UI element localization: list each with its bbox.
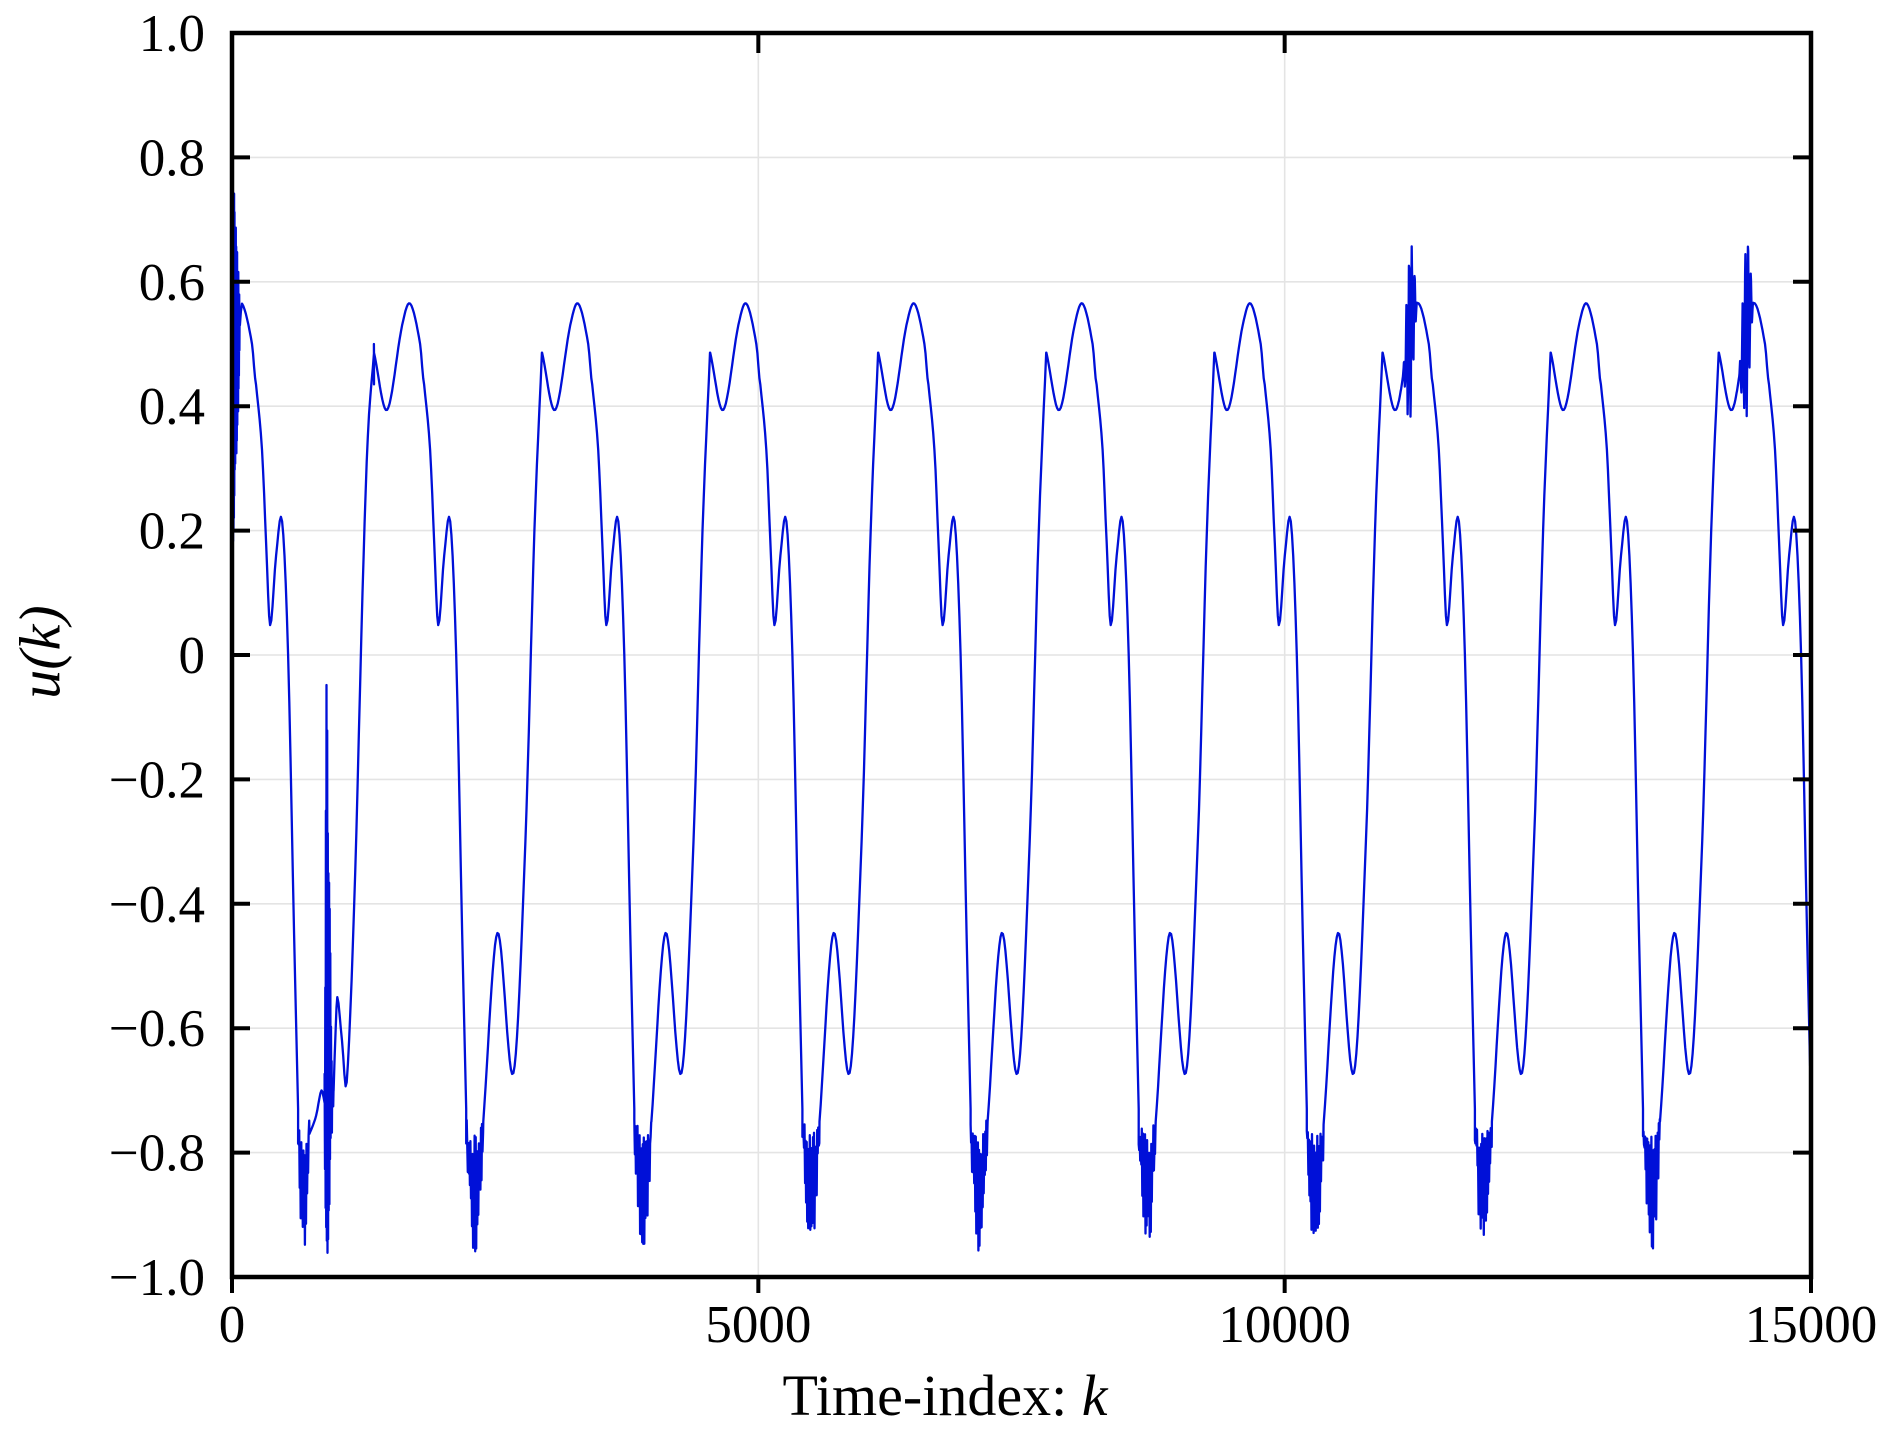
y-tick-label: 0.8 [139, 129, 205, 187]
x-axis-label: Time-index: k [0, 1362, 1890, 1429]
y-tick-label: 0.2 [139, 503, 205, 561]
y-tick-label: 0 [179, 627, 206, 685]
y-tick-label: 1.0 [139, 5, 205, 63]
x-axis-label-variable: k [1081, 1363, 1108, 1428]
x-axis-label-text: Time-index: [782, 1363, 1082, 1428]
x-tick-label: 15000 [1745, 1296, 1878, 1354]
signal-line [232, 174, 1811, 1254]
x-tick-label: 5000 [705, 1296, 811, 1354]
y-tick-label: −0.2 [109, 751, 205, 809]
y-tick-label: 0.6 [139, 254, 205, 312]
y-tick-label: 0.4 [139, 378, 205, 436]
y-tick-label: −0.8 [109, 1125, 205, 1183]
y-tick-label: −0.4 [109, 876, 205, 934]
y-tick-label: −1.0 [109, 1249, 205, 1307]
x-tick-label: 10000 [1218, 1296, 1351, 1354]
y-axis-label: u(k) [7, 605, 73, 699]
y-tick-label: −0.6 [109, 1000, 205, 1058]
x-tick-label: 0 [219, 1296, 246, 1354]
